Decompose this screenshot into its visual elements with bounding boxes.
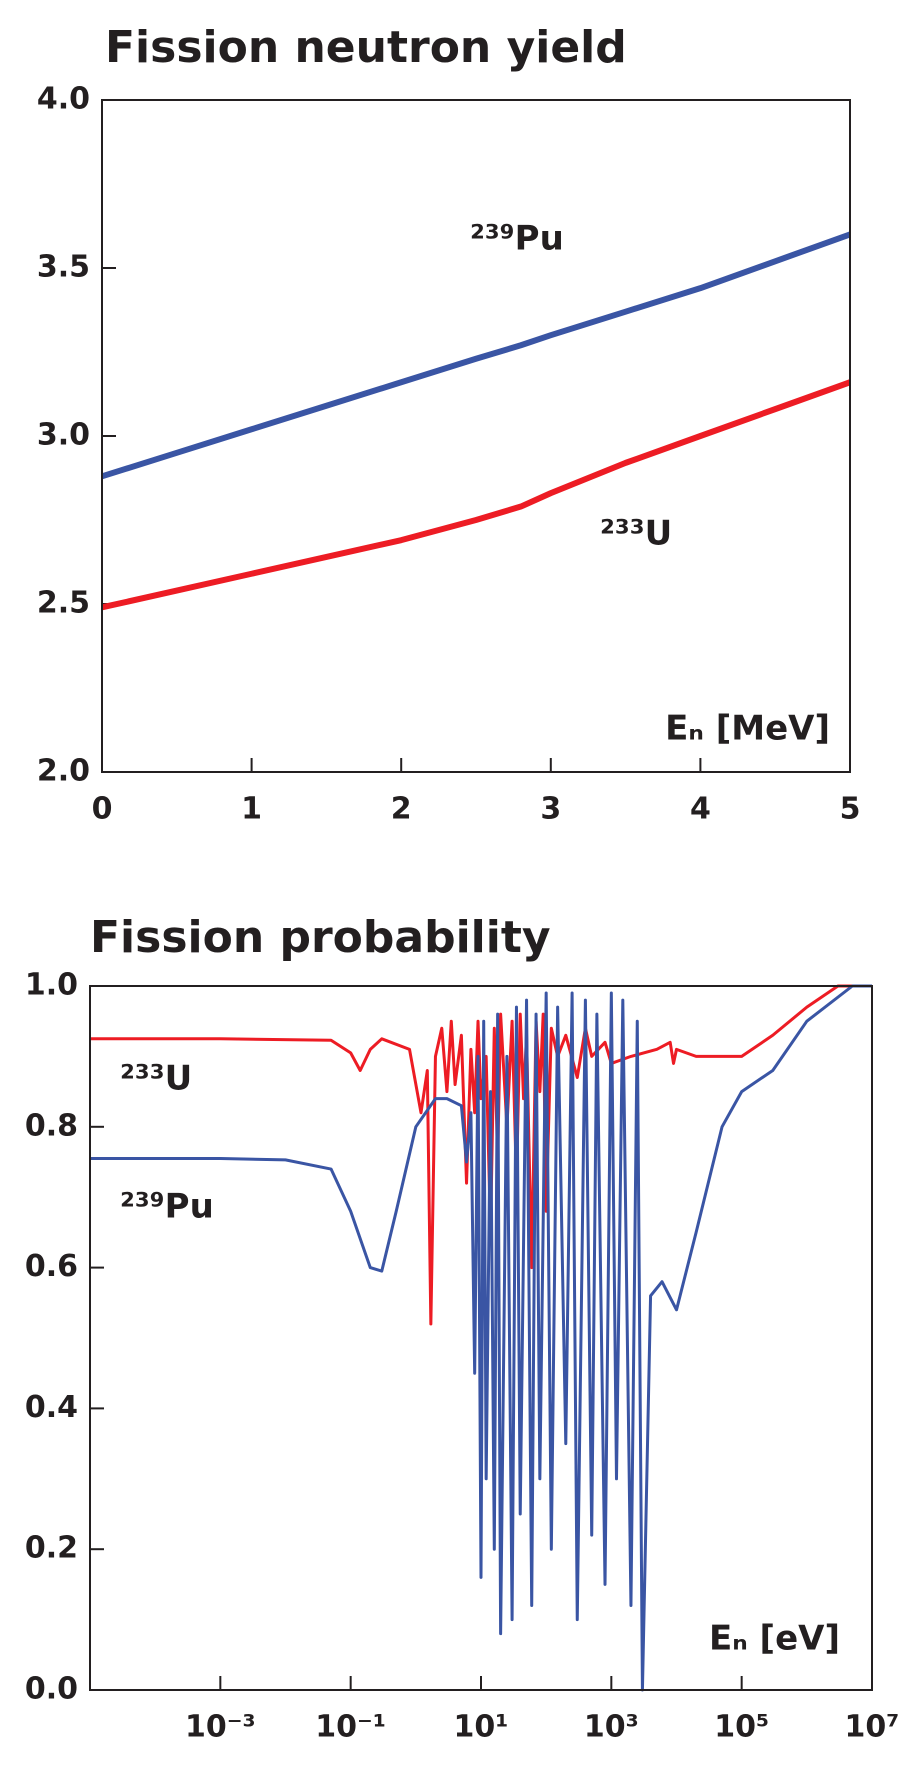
series-line — [101, 231, 852, 480]
y-tick-label: 0.6 — [25, 1249, 78, 1284]
x-tick-label: 10⁻³ — [185, 1710, 256, 1745]
x-tick-label: 2 — [391, 792, 412, 827]
plot-frame — [89, 985, 873, 1691]
axis-annotation: Eₙ [MeV] — [665, 709, 830, 749]
series-line — [90, 984, 872, 1692]
y-tick-label: 3.5 — [37, 250, 90, 285]
x-tick-label: 10⁷ — [845, 1710, 900, 1745]
y-tick-label: 0.8 — [25, 1108, 78, 1143]
x-tick-label: 10¹ — [454, 1710, 509, 1745]
y-tick-label: 2.0 — [37, 754, 90, 789]
x-tick-label: 5 — [840, 792, 861, 827]
x-tick-label: 1 — [241, 792, 262, 827]
y-tick-label: 2.5 — [37, 586, 90, 621]
x-tick-label: 10⁻¹ — [315, 1710, 386, 1745]
series-label: ²³³U — [120, 1059, 192, 1099]
x-tick-label: 10⁵ — [714, 1710, 769, 1745]
series-label: ²³⁹Pu — [120, 1187, 214, 1227]
y-tick-label: 0.2 — [25, 1531, 78, 1566]
chart-title: Fission probability — [90, 912, 551, 963]
series-line — [90, 984, 872, 1326]
y-tick-label: 4.0 — [37, 82, 90, 117]
series-label: ²³³U — [600, 514, 672, 554]
series-label: ²³⁹Pu — [470, 219, 564, 259]
x-tick-label: 3 — [540, 792, 561, 827]
x-tick-label: 0 — [92, 792, 113, 827]
y-tick-label: 3.0 — [37, 418, 90, 453]
plot-frame — [101, 99, 851, 773]
axis-annotation: Eₙ [eV] — [709, 1619, 840, 1659]
y-tick-label: 1.0 — [25, 968, 78, 1003]
chart-title: Fission neutron yield — [105, 22, 627, 73]
y-tick-label: 0.0 — [25, 1672, 78, 1707]
x-tick-label: 4 — [690, 792, 711, 827]
y-tick-label: 0.4 — [25, 1390, 78, 1425]
x-tick-label: 10³ — [584, 1710, 639, 1745]
series-line — [101, 379, 852, 611]
